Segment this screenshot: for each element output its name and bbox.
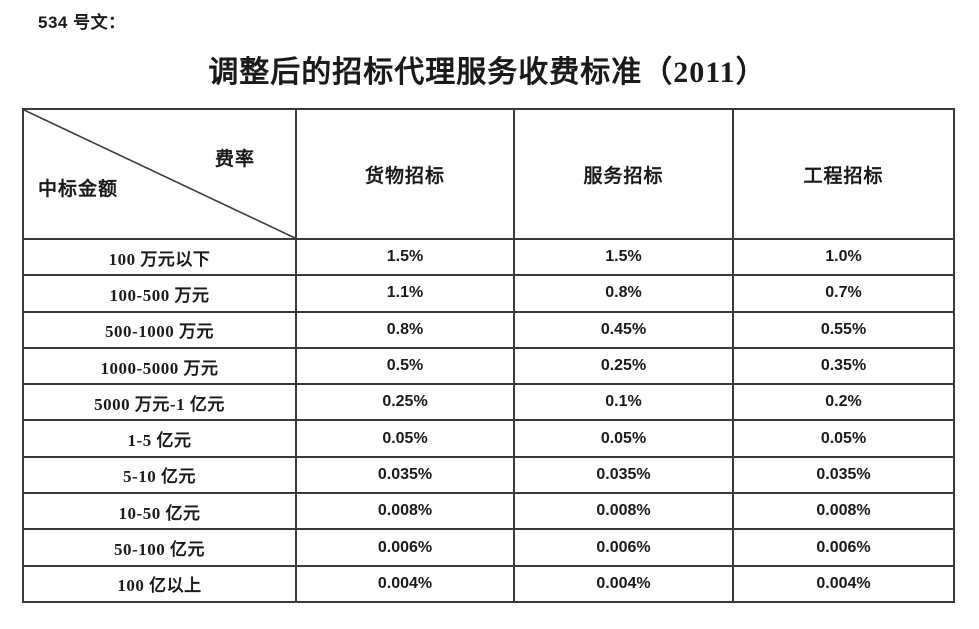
corner-header-cell: 费率 中标金额 — [22, 108, 297, 240]
rate-cell: 0.006% — [295, 528, 515, 567]
column-header-goods: 货物招标 — [295, 108, 515, 240]
rate-cell: 0.25% — [513, 346, 734, 386]
rate-cell: 1.0% — [732, 237, 955, 277]
table-row: 100 亿以上 0.004% 0.004% 0.004% — [22, 564, 955, 603]
fee-rate-table: 费率 中标金额 货物招标 服务招标 工程招标 100 万元以下 1.5% 1.5… — [22, 108, 955, 603]
table-row: 50-100 亿元 0.006% 0.006% 0.006% — [22, 528, 955, 567]
row-amount-cell: 1-5 亿元 — [22, 419, 297, 458]
rate-cell: 0.7% — [732, 274, 955, 313]
row-amount-cell: 100 万元以下 — [22, 237, 297, 277]
row-amount-cell: 10-50 亿元 — [22, 492, 297, 531]
row-amount-cell: 1000-5000 万元 — [22, 346, 297, 386]
rate-cell: 0.006% — [732, 528, 955, 567]
rate-cell: 0.1% — [513, 383, 734, 422]
rate-cell: 0.5% — [295, 346, 515, 386]
rate-cell: 1.5% — [295, 237, 515, 277]
corner-label-rate: 费率 — [214, 149, 255, 170]
table-row: 1000-5000 万元 0.5% 0.25% 0.35% — [22, 346, 955, 386]
table-row: 1-5 亿元 0.05% 0.05% 0.05% — [22, 419, 955, 458]
rate-cell: 0.006% — [513, 528, 734, 567]
rate-cell: 0.008% — [732, 492, 955, 531]
rate-cell: 0.2% — [732, 383, 955, 422]
rate-cell: 0.8% — [513, 274, 734, 313]
row-amount-cell: 500-1000 万元 — [22, 310, 297, 349]
table-row: 5-10 亿元 0.035% 0.035% 0.035% — [22, 455, 955, 495]
rate-cell: 1.1% — [295, 274, 515, 313]
rate-cell: 0.004% — [513, 564, 734, 603]
rate-cell: 0.55% — [732, 310, 955, 349]
table-row: 500-1000 万元 0.8% 0.45% 0.55% — [22, 310, 955, 349]
document-reference: 534 号文： — [38, 13, 126, 32]
table-row: 10-50 亿元 0.008% 0.008% 0.008% — [22, 492, 955, 531]
corner-label-amount: 中标金额 — [38, 179, 119, 200]
rate-cell: 0.25% — [295, 383, 515, 422]
rate-cell: 0.035% — [295, 455, 515, 495]
row-amount-cell: 5-10 亿元 — [22, 455, 297, 495]
rate-cell: 0.35% — [732, 346, 955, 386]
row-amount-cell: 5000 万元-1 亿元 — [22, 383, 297, 422]
table-row: 5000 万元-1 亿元 0.25% 0.1% 0.2% — [22, 383, 955, 422]
rate-cell: 0.05% — [295, 419, 515, 458]
rate-cell: 1.5% — [513, 237, 734, 277]
rate-cell: 0.008% — [295, 492, 515, 531]
rate-cell: 0.035% — [513, 455, 734, 495]
rate-cell: 0.45% — [513, 310, 734, 349]
table-row: 100-500 万元 1.1% 0.8% 0.7% — [22, 274, 955, 313]
row-amount-cell: 100-500 万元 — [22, 274, 297, 313]
rate-cell: 0.004% — [732, 564, 955, 603]
rate-cell: 0.05% — [513, 419, 734, 458]
row-amount-cell: 100 亿以上 — [22, 564, 297, 603]
row-amount-cell: 50-100 亿元 — [22, 528, 297, 567]
rate-cell: 0.035% — [732, 455, 955, 495]
rate-cell: 0.8% — [295, 310, 515, 349]
rate-cell: 0.008% — [513, 492, 734, 531]
table-header-row: 费率 中标金额 货物招标 服务招标 工程招标 — [22, 108, 955, 240]
column-header-services: 服务招标 — [513, 108, 734, 240]
column-header-engineering: 工程招标 — [732, 108, 955, 240]
diagonal-divider-line — [24, 110, 295, 238]
rate-cell: 0.05% — [732, 419, 955, 458]
page-title: 调整后的招标代理服务收费标准（2011） — [208, 56, 767, 89]
rate-cell: 0.004% — [295, 564, 515, 603]
table-row: 100 万元以下 1.5% 1.5% 1.0% — [22, 237, 955, 277]
